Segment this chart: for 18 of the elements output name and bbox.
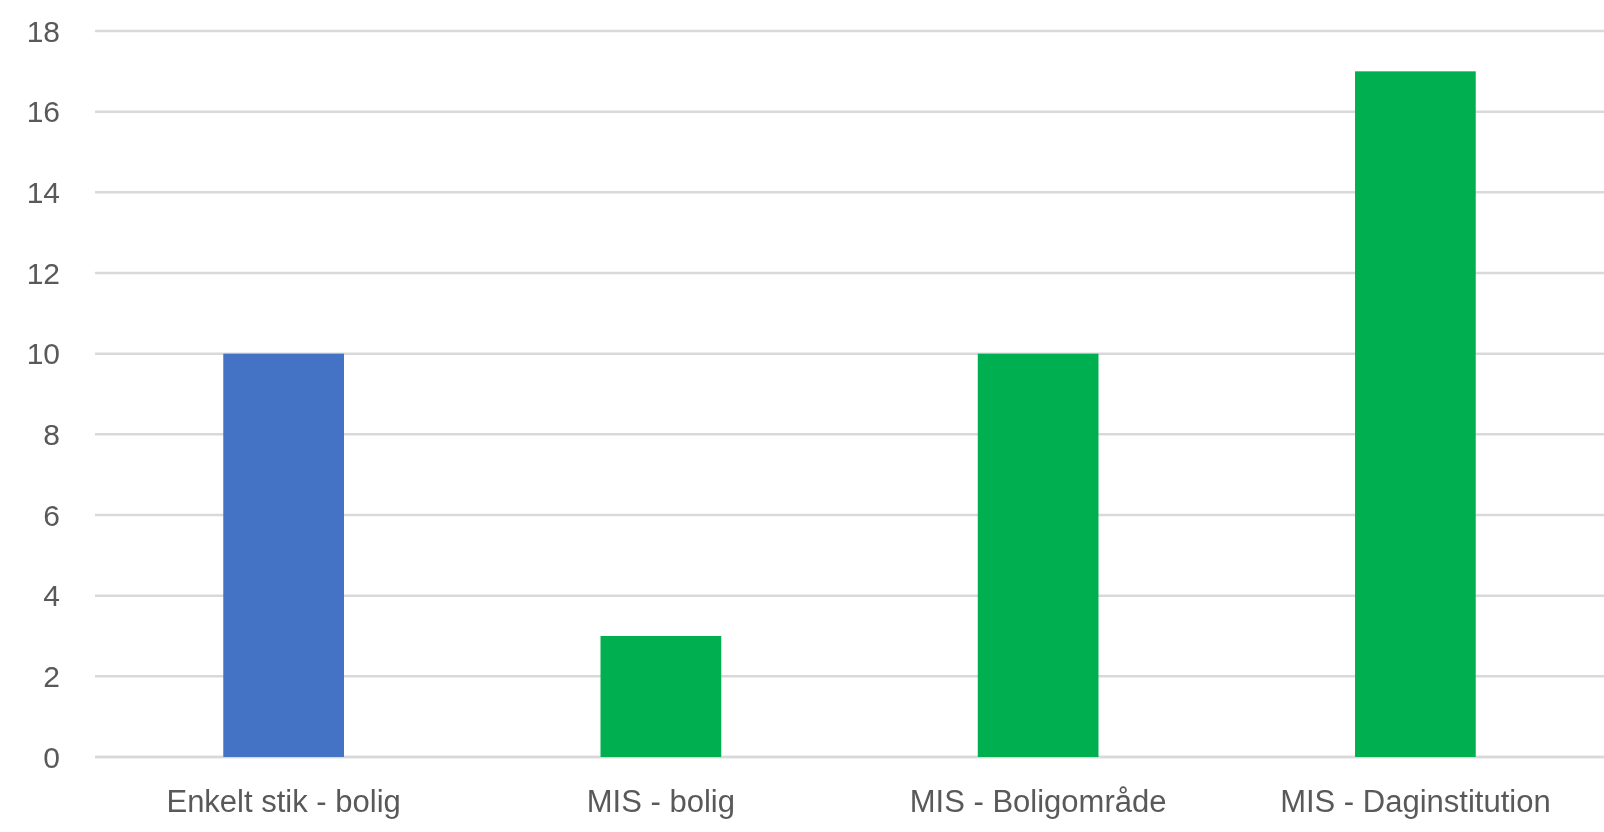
y-tick-label: 8 [43,417,60,451]
y-tick-label: 14 [26,175,60,209]
y-tick-label: 2 [43,659,60,693]
x-tick-label: MIS - Daginstitution [1280,784,1551,819]
bar [600,636,722,757]
y-tick-label: 18 [26,14,60,48]
bar [223,353,344,757]
y-tick-label: 6 [43,498,60,532]
bar [1355,71,1476,757]
x-tick-label: MIS - Boligområde [909,784,1167,819]
y-tick-label: 10 [26,337,60,371]
x-tick-label: Enkelt stik - bolig [166,784,401,819]
bar [977,353,1099,757]
y-tick-label: 0 [43,740,60,774]
y-tick-label: 12 [26,256,60,290]
x-tick-label: MIS - bolig [586,784,735,819]
y-tick-label: 4 [43,579,60,613]
y-tick-label: 16 [26,95,60,129]
